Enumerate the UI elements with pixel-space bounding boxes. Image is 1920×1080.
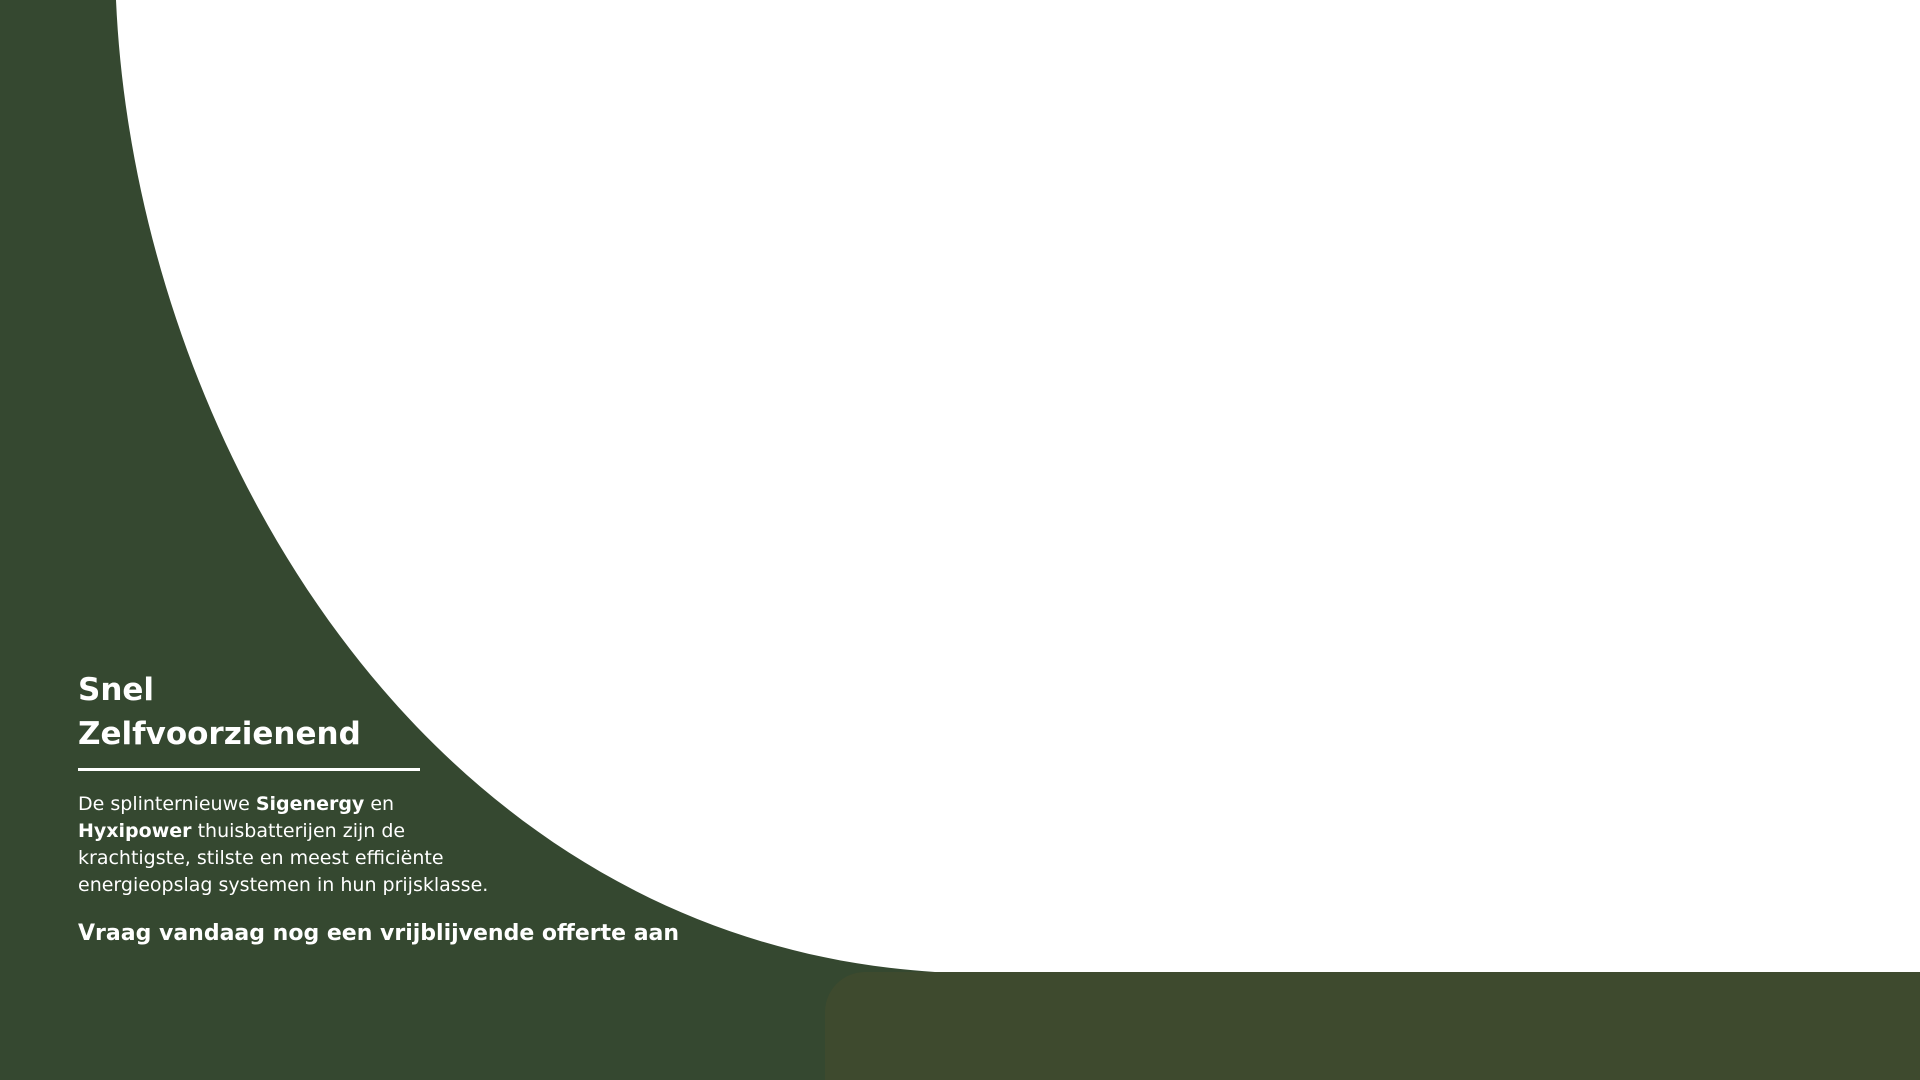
curved-green-shape — [0, 0, 935, 1080]
desc-text-3: thuisbatterijen zijn de krachtigste, sti… — [78, 820, 489, 896]
title-line-2: Zelfvoorzienend — [78, 716, 361, 752]
hero-description: De splinternieuwe Sigenergy en Hyxipower… — [78, 791, 498, 899]
title-line-1: Snel — [78, 672, 155, 708]
desc-text-1: De splinternieuwe — [78, 793, 256, 815]
hero-content: Snel Zelfvoorzienend De splinternieuwe S… — [78, 668, 680, 946]
title-underline — [78, 768, 420, 771]
quote-request-link[interactable]: Vraag vandaag nog een vrijblijvende offe… — [78, 921, 680, 946]
brand-sigenergy: Sigenergy — [255, 793, 365, 815]
desc-text-2: en — [364, 793, 395, 815]
bottom-band — [825, 972, 1920, 1080]
brand-hyxipower: Hyxipower — [78, 820, 192, 842]
hero-title: Snel Zelfvoorzienend — [78, 668, 598, 756]
